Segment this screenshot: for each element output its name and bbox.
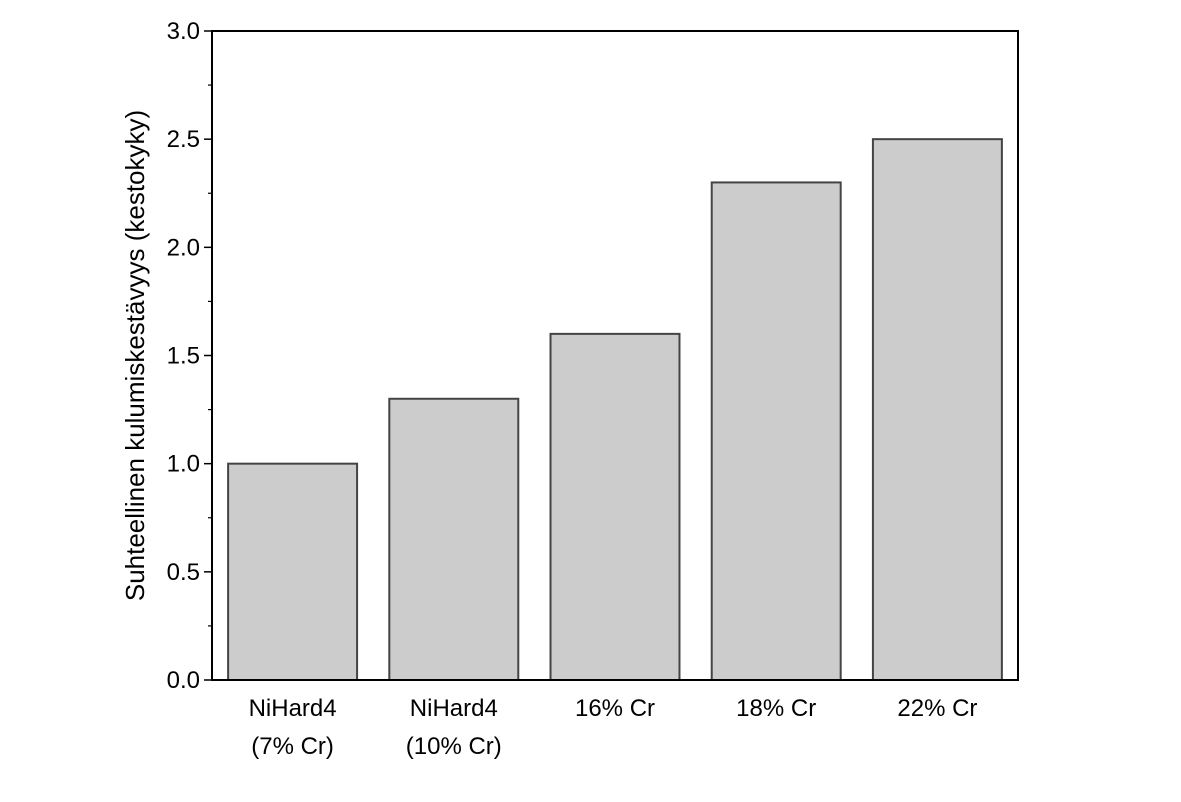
y-tick-label: 1.0 — [167, 451, 200, 478]
plot-frame — [211, 30, 1019, 681]
y-tick-label: 1.5 — [167, 343, 200, 370]
x-tick-label: NiHard4 (7% Cr) — [249, 695, 337, 760]
y-tick-label: 2.5 — [167, 126, 200, 153]
y-tick-label: 0.5 — [167, 559, 200, 586]
y-axis-ticks: 0.0 0.5 1.0 1.5 2.0 2.5 3.0 — [167, 18, 212, 694]
bar — [710, 181, 842, 682]
bars-group — [227, 138, 1003, 682]
x-tick-label: 16% Cr — [575, 695, 655, 722]
bar — [388, 397, 520, 681]
y-tick-label: 3.0 — [167, 18, 200, 45]
y-tick-label: 2.0 — [167, 234, 200, 261]
bar — [227, 462, 359, 681]
y-axis-title: Suhteellinen kulumiskestävyys (kestokyky… — [120, 110, 150, 601]
x-axis-tick-labels: NiHard4 (7% Cr) NiHard4 (10% Cr) 16% Cr 18% C… — [249, 695, 978, 760]
x-tick-label: 22% Cr — [897, 695, 977, 722]
x-tick-label: 18% Cr — [736, 695, 816, 722]
bar — [549, 332, 681, 681]
x-tick-label: NiHard4 (10% Cr) — [406, 695, 502, 760]
y-tick-label: 0.0 — [167, 667, 200, 694]
bar — [871, 138, 1003, 681]
